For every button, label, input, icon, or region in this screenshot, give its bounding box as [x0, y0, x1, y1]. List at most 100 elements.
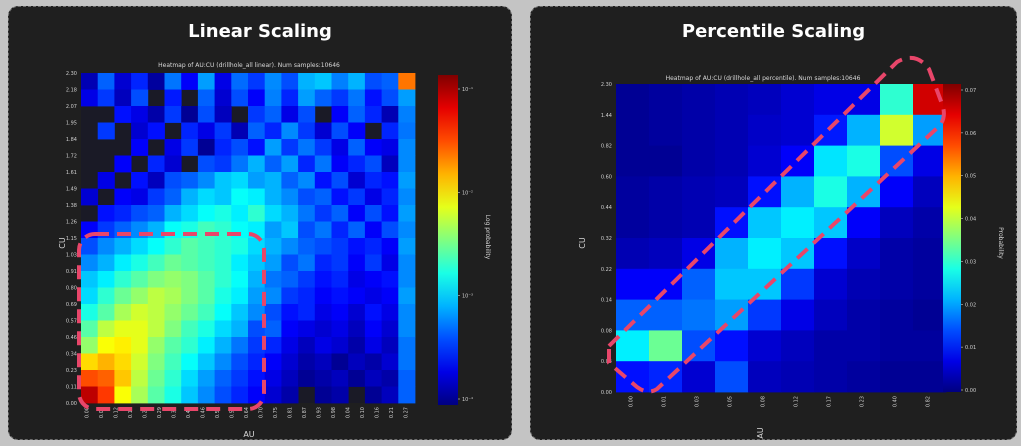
y-tick-label: 1.84 — [66, 137, 77, 143]
heatmap-cell — [880, 84, 914, 116]
heatmap-cell — [281, 73, 299, 90]
x-tick-label: 0.87 — [302, 407, 308, 418]
heatmap-cell — [114, 304, 132, 321]
x-tick-label: 0.17 — [827, 396, 833, 407]
x-tick-label: 0.10 — [360, 407, 366, 418]
x-tick-label: 0.06 — [99, 407, 105, 418]
heatmap-cell — [131, 89, 149, 107]
heatmap-cell — [331, 106, 349, 123]
heatmap-cell — [331, 89, 349, 107]
colorbar-tick-label: 0.03 — [965, 259, 976, 265]
colorbar-tick-label: 0.01 — [965, 345, 976, 351]
heatmap-cell — [281, 320, 299, 338]
heatmap-cell — [147, 254, 165, 272]
heatmap-cell — [147, 353, 165, 371]
x-tick-label: 0.46 — [200, 407, 206, 418]
heatmap-cell — [298, 221, 316, 239]
heatmap-cell — [298, 122, 316, 140]
heatmap-cell — [197, 106, 215, 123]
y-tick-label: 1.26 — [66, 220, 77, 226]
heatmap-cell — [682, 268, 716, 300]
heatmap-cell — [197, 386, 215, 404]
heatmap-cell — [164, 172, 182, 189]
colorbar-tick-label: 10⁻¹ — [462, 87, 473, 93]
heatmap-cell — [214, 172, 232, 189]
heatmap-cell — [231, 89, 249, 107]
heatmap-cell — [298, 139, 316, 156]
heatmap-cell — [231, 370, 249, 387]
heatmap-cell — [398, 73, 416, 90]
heatmap-cell — [715, 299, 749, 331]
heatmap-cell — [814, 145, 848, 177]
heatmap-cell — [264, 238, 282, 255]
heatmap-cell — [847, 238, 881, 270]
x-tick-label: 0.29 — [157, 407, 163, 418]
heatmap-cell — [314, 254, 332, 272]
heatmap-cell — [197, 254, 215, 272]
heatmap-cell — [381, 122, 399, 140]
heatmap-cell — [847, 145, 881, 177]
heatmap-cell — [81, 353, 99, 371]
heatmap-cell — [181, 106, 199, 123]
heatmap-cell — [298, 73, 316, 90]
heatmap-cell — [616, 145, 650, 177]
y-tick-label: 0.04 — [601, 359, 612, 365]
heatmap-cell — [197, 320, 215, 338]
x-tick-label: 0.70 — [259, 407, 265, 418]
heatmap-cell — [314, 139, 332, 156]
heatmap-cell — [197, 370, 215, 387]
heatmap-cell — [97, 73, 115, 90]
heatmap-cell — [880, 145, 914, 177]
heatmap-cell — [114, 73, 132, 90]
heatmap-cell — [281, 188, 299, 206]
heatmap-cell — [281, 205, 299, 222]
heatmap-cell — [97, 304, 115, 321]
heatmap-cell — [114, 353, 132, 371]
heatmap-cell — [248, 386, 266, 404]
heatmap-cell — [314, 221, 332, 239]
heatmap-cell — [131, 172, 149, 189]
heatmap-cell — [348, 238, 366, 255]
heatmap-cell — [748, 114, 782, 146]
heatmap-cell — [97, 172, 115, 189]
heatmap-cell — [97, 370, 115, 387]
heatmap-cell — [248, 139, 266, 156]
heatmap-cell — [231, 386, 249, 404]
x-tick-label: 0.05 — [728, 396, 734, 407]
heatmap-cell — [131, 271, 149, 288]
heatmap-cell — [880, 330, 914, 362]
x-tick-label: 0.21 — [389, 407, 395, 418]
heatmap-cell — [197, 205, 215, 222]
heatmap-cell — [97, 337, 115, 354]
heatmap-cell — [197, 287, 215, 305]
heatmap-cell — [264, 370, 282, 387]
x-tick-label: 0.52 — [215, 407, 221, 418]
heatmap-cell — [649, 268, 683, 300]
heatmap-cell — [649, 84, 683, 116]
heatmap-cell — [264, 271, 282, 288]
heatmap-cell — [164, 320, 182, 338]
heatmap-cell — [264, 106, 282, 123]
heatmap-cell — [715, 268, 749, 300]
heatmap-cell — [298, 106, 316, 123]
heatmap-cell — [781, 207, 815, 239]
linear-y-axis-label: CU — [58, 237, 67, 249]
heatmap-cell — [748, 238, 782, 270]
heatmap-cell — [231, 73, 249, 90]
heatmap-cell — [131, 304, 149, 321]
x-tick-label: 0.03 — [695, 396, 701, 407]
heatmap-cell — [331, 337, 349, 354]
heatmap-cell — [214, 386, 232, 404]
heatmap-cell — [231, 155, 249, 173]
heatmap-cell — [281, 89, 299, 107]
heatmap-cell — [814, 207, 848, 239]
heatmap-cell — [814, 176, 848, 208]
heatmap-cell — [231, 139, 249, 156]
heatmap-cell — [231, 254, 249, 272]
heatmap-cell — [814, 268, 848, 300]
heatmap-cell — [264, 320, 282, 338]
percentile-y-axis-label: CU — [578, 237, 587, 249]
y-tick-label: 0.80 — [66, 286, 77, 292]
heatmap-cell — [715, 238, 749, 270]
heatmap-cell — [147, 122, 165, 140]
